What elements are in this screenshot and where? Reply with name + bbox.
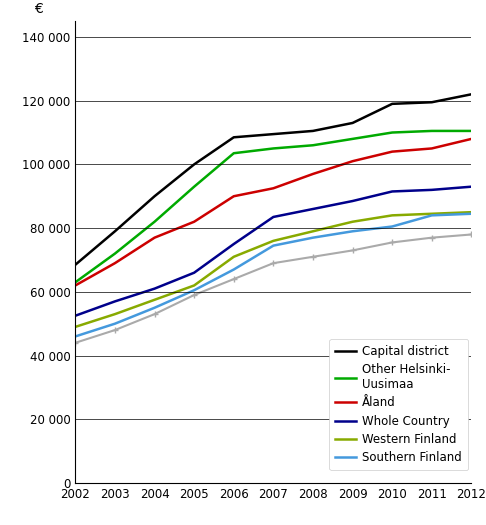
Legend: Capital district, Other Helsinki-
Uusimaa, Åland, Whole Country, Western Finland: Capital district, Other Helsinki- Uusima… (329, 339, 468, 470)
Text: €: € (34, 3, 42, 16)
